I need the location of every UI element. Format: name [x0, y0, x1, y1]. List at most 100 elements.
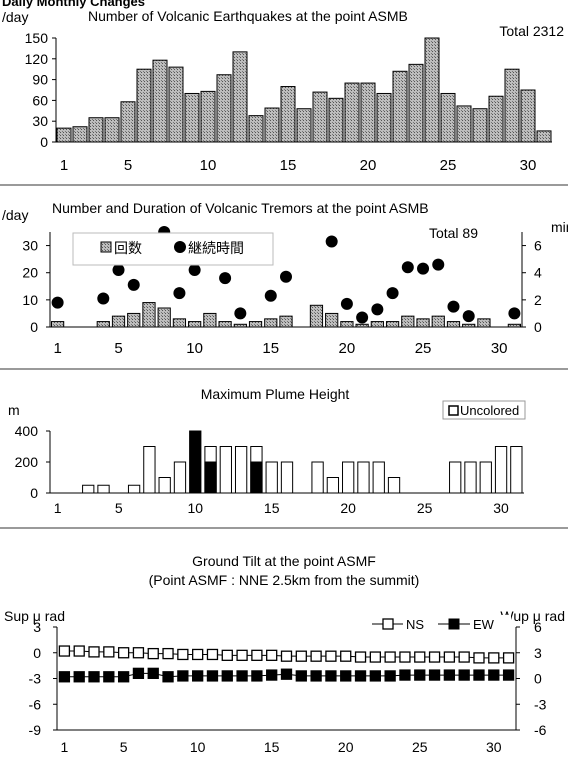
plume-bar-uncolored [97, 484, 110, 494]
plume-bar-uncolored [510, 446, 523, 494]
tilt-point-ew [162, 671, 174, 683]
earthquake-bar [168, 66, 184, 143]
tremor-duration-dot [51, 296, 64, 309]
tilt-point-ns [488, 652, 500, 664]
tilt-point-ew [236, 670, 248, 682]
tremor-chart-panel: /day Number and Duration of Volcanic Trem… [0, 187, 568, 366]
tilt-point-ns [384, 651, 396, 663]
tremor-count-bar [264, 318, 278, 328]
y-tick-label: 400 [15, 423, 39, 439]
plume-bar-uncolored [127, 484, 141, 494]
earthquake-bar [376, 92, 392, 143]
tilt-point-ns [73, 645, 85, 657]
earthquake-bar [72, 126, 88, 143]
plume-bar-uncolored [82, 484, 95, 494]
earthquake-bar [296, 108, 312, 143]
x-tick-label: 30 [486, 739, 502, 755]
plume-bar-uncolored [372, 461, 385, 494]
legend-swatch-duration [174, 241, 186, 253]
chart-title: Ground Tilt at the point ASMF [192, 553, 376, 569]
y-tick-label-left: 3 [33, 619, 41, 635]
tremor-duration-dot [280, 270, 292, 283]
tilt-point-ew [117, 671, 130, 683]
tremor-duration-dot [371, 303, 384, 316]
legend-label-duration: 継続時間 [188, 240, 244, 256]
tilt-point-ns [221, 649, 233, 661]
earthquake-bar [104, 117, 120, 143]
plume-bar-uncolored [280, 461, 294, 494]
legend-swatch-ns [382, 618, 394, 630]
x-tick-label: 25 [417, 500, 433, 516]
tilt-point-ew [73, 671, 85, 683]
tremor-count-bar [51, 321, 65, 328]
x-tick-label: 20 [339, 340, 356, 357]
earthquake-bar [520, 89, 536, 143]
tilt-point-ns [310, 650, 322, 662]
x-tick-label: 25 [415, 340, 432, 357]
earthquake-bar [200, 90, 216, 143]
tremor-count-bar [188, 321, 202, 328]
earthquake-bar [344, 82, 360, 143]
tilt-point-ew [221, 670, 233, 682]
tilt-point-ew [384, 670, 396, 682]
y-tick-label-left: -3 [29, 671, 42, 687]
y-tick-label: 150 [25, 30, 49, 46]
x-tick-label: 25 [440, 157, 457, 174]
tremor-duration-dot [508, 307, 521, 320]
tilt-point-ew [251, 670, 263, 682]
legend-label-count: 回数 [114, 240, 142, 256]
plume-bar-uncolored [219, 446, 232, 494]
y-tick-label-right: 3 [534, 645, 542, 661]
y-axis-label-right: Wup μ rad [500, 608, 565, 624]
y-tick-label-right: 0 [534, 319, 542, 335]
y-axis-label: m [8, 402, 20, 418]
tilt-point-ew [399, 669, 411, 681]
earthquake-bar [136, 68, 152, 143]
x-tick-label: 20 [338, 739, 354, 755]
tilt-point-ew [103, 671, 115, 683]
tilt-point-ew [132, 667, 145, 680]
x-tick-label: 1 [54, 500, 62, 516]
earthquake-bar [280, 86, 296, 143]
x-tick-label: 5 [114, 340, 122, 357]
x-tick-label: 1 [61, 739, 69, 755]
legend-label-ew: EW [473, 617, 495, 632]
tilt-point-ew [369, 670, 381, 682]
tilt-point-ns [354, 651, 367, 663]
tremor-duration-dot [356, 311, 369, 324]
tremor-count-bar [477, 318, 491, 328]
panel-divider [0, 368, 568, 370]
x-tick-label: 15 [264, 739, 280, 755]
tremor-duration-dot [173, 287, 186, 300]
tilt-point-ns [414, 651, 426, 663]
earthquake-bar [504, 68, 520, 143]
plume-bar-colored [189, 430, 202, 494]
tremor-duration-dot [97, 292, 110, 305]
tremor-count-bar [203, 312, 217, 328]
tremor-duration-dot [234, 307, 247, 320]
y-tick-label-left: 30 [22, 238, 38, 254]
tilt-point-ew [354, 670, 367, 682]
plume-chart-panel: m Maximum Plume Height Uncolored 0 200 400 1 5 1… [0, 371, 568, 526]
earthquake-bar [312, 91, 328, 143]
plume-bar-uncolored [494, 446, 508, 494]
y-axis-label: /day [2, 9, 28, 25]
plume-bar-uncolored [449, 461, 462, 494]
chart-title: Maximum Plume Height [201, 386, 350, 402]
tilt-point-ns [117, 647, 130, 659]
earthquake-bar [472, 108, 488, 143]
tilt-point-ns [340, 650, 352, 662]
plume-bar-colored [250, 461, 263, 494]
x-tick-label: 5 [120, 739, 128, 755]
total-label: Total 89 [429, 225, 478, 241]
x-tick-label: 25 [412, 739, 428, 755]
tremor-duration-dot [127, 278, 140, 291]
tilt-point-ew [177, 670, 189, 682]
tremor-count-bar [111, 315, 126, 328]
tilt-point-ew [428, 669, 441, 681]
earthquake-bar [536, 130, 552, 143]
plume-bar-uncolored [143, 446, 156, 494]
tilt-point-ns [132, 647, 145, 659]
x-tick-label: 1 [53, 340, 61, 357]
